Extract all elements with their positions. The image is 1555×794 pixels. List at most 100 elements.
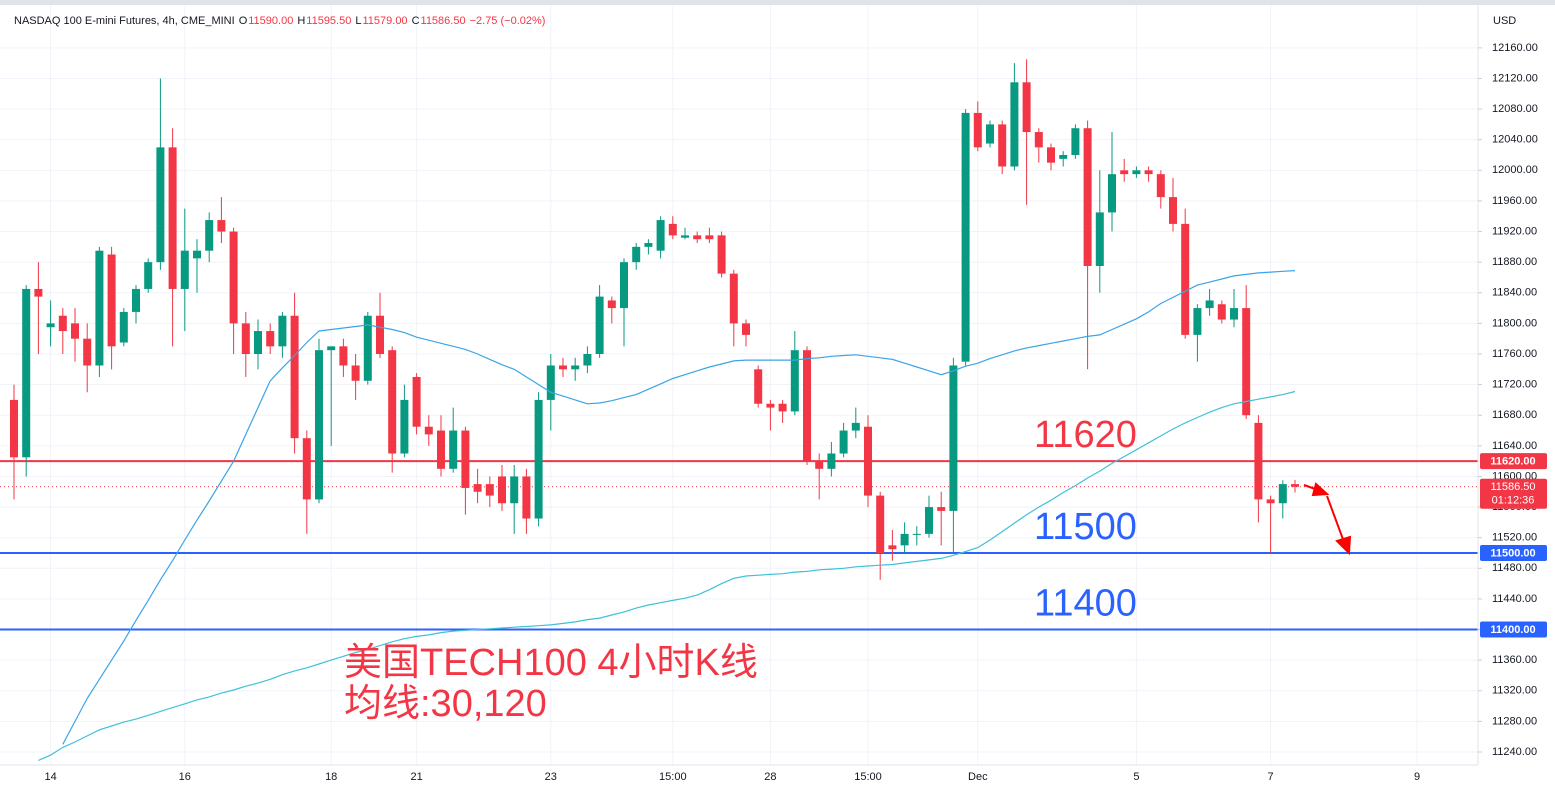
y-tick-label: 12160.00 bbox=[1492, 42, 1538, 54]
candle-body bbox=[1266, 499, 1275, 504]
y-tick-label: 11240.00 bbox=[1492, 746, 1537, 758]
top-border bbox=[0, 0, 1555, 5]
candle-body bbox=[778, 403, 787, 412]
candle-body bbox=[229, 231, 238, 324]
candle-body bbox=[1095, 212, 1104, 266]
price-tag-label: 11620.00 bbox=[1490, 456, 1535, 468]
y-tick-label: 11520.00 bbox=[1492, 532, 1537, 544]
symbol: NASDAQ 100 E-mini Futures, 4h, CME_MINI bbox=[14, 15, 235, 27]
candle-body bbox=[1278, 484, 1287, 504]
candle-body bbox=[1205, 300, 1214, 309]
candle-body bbox=[1120, 170, 1129, 175]
ohlc-high: H 11595.50 bbox=[297, 15, 351, 27]
ohlc-value: 11586.50 bbox=[420, 15, 466, 27]
candle-body bbox=[1059, 155, 1068, 159]
chart-annotation: 均线:30,120 bbox=[344, 683, 547, 725]
y-tick-label: 11960.00 bbox=[1492, 195, 1537, 207]
chart-annotation: 美国TECH100 4小时K线 bbox=[344, 642, 758, 684]
candle-body bbox=[864, 426, 872, 496]
candle-body bbox=[656, 220, 665, 251]
candle-body bbox=[119, 311, 128, 343]
candle-body bbox=[1156, 174, 1165, 198]
candle-body bbox=[71, 323, 79, 339]
candle-body bbox=[388, 350, 397, 454]
candle-body bbox=[620, 262, 628, 309]
candle-body bbox=[217, 220, 226, 232]
candle-body bbox=[10, 399, 18, 458]
candle-body bbox=[986, 124, 994, 144]
y-tick-label: 12040.00 bbox=[1492, 134, 1538, 146]
candle-body bbox=[363, 315, 372, 381]
x-tick-label: 18 bbox=[325, 771, 337, 783]
candle-body bbox=[1217, 304, 1226, 320]
candle-body bbox=[815, 461, 824, 469]
candle-body bbox=[851, 422, 860, 431]
price-tag-label: 11400.00 bbox=[1490, 624, 1535, 636]
candle-body bbox=[754, 369, 763, 404]
y-tick-label: 12000.00 bbox=[1492, 164, 1538, 176]
candle-body bbox=[510, 476, 519, 504]
y-tick-label: 11920.00 bbox=[1492, 225, 1537, 237]
candle-body bbox=[998, 124, 1007, 167]
levels bbox=[0, 460, 1478, 631]
y-tick-label: 11480.00 bbox=[1492, 562, 1537, 574]
price-tag-label: 11586.50 bbox=[1490, 481, 1535, 493]
candle-body bbox=[485, 484, 494, 496]
candle-body bbox=[607, 300, 616, 309]
ohlc-value: 11590.00 bbox=[248, 15, 294, 27]
candle-body bbox=[949, 365, 958, 511]
ohlc-label: C bbox=[411, 15, 420, 27]
legend-header: NASDAQ 100 E-mini Futures, 4h, CME_MINI … bbox=[14, 15, 545, 27]
x-tick-label: 5 bbox=[1133, 771, 1139, 783]
candle-body bbox=[1254, 422, 1263, 500]
ohlc-open: O 11590.00 bbox=[239, 15, 294, 27]
candle-body bbox=[925, 507, 933, 534]
candle-body bbox=[912, 533, 921, 535]
y-tick-label: 11880.00 bbox=[1492, 256, 1537, 268]
candle-body bbox=[266, 331, 275, 347]
candle-body bbox=[973, 112, 982, 148]
candle-body bbox=[1010, 82, 1019, 167]
y-tick-label: 11680.00 bbox=[1492, 409, 1537, 421]
candle-body bbox=[193, 250, 201, 259]
ma-line bbox=[38, 390, 1296, 761]
y-tick-label: 11440.00 bbox=[1492, 593, 1537, 605]
candle-body bbox=[302, 438, 311, 500]
candle-body bbox=[1132, 170, 1141, 175]
candle-body bbox=[327, 346, 336, 351]
ohlc-low: L 11579.00 bbox=[355, 15, 407, 27]
candle-body bbox=[1047, 147, 1055, 163]
candle-body bbox=[498, 476, 506, 504]
candle-body bbox=[937, 507, 946, 511]
x-tick-label: 15:00 bbox=[659, 771, 687, 783]
x-tick-label: 21 bbox=[410, 771, 422, 783]
countdown-label: 01:12:36 bbox=[1492, 495, 1535, 507]
candle-body bbox=[412, 376, 421, 427]
candle-body bbox=[632, 246, 641, 263]
arrow-head bbox=[1335, 535, 1352, 556]
candle-body bbox=[1034, 132, 1043, 148]
candle-body bbox=[803, 350, 811, 462]
y-tick-label: 11360.00 bbox=[1492, 654, 1537, 666]
candle-body bbox=[888, 545, 897, 550]
y-tick-label: 11800.00 bbox=[1492, 317, 1537, 329]
candle-body bbox=[315, 350, 323, 500]
candle-body bbox=[46, 323, 55, 328]
candle-body bbox=[1242, 308, 1251, 416]
candle-body bbox=[1144, 170, 1153, 175]
price-tag-label: 11500.00 bbox=[1490, 547, 1535, 559]
x-tick-label: 9 bbox=[1414, 771, 1420, 783]
x-tick-label: 7 bbox=[1268, 771, 1274, 783]
candle-body bbox=[1193, 308, 1202, 335]
candle-body bbox=[254, 331, 262, 355]
candle-body bbox=[95, 250, 104, 366]
candle-body bbox=[132, 288, 140, 312]
candle-body bbox=[693, 235, 702, 240]
candle-body bbox=[729, 273, 738, 324]
ohlc-label: O bbox=[238, 15, 248, 27]
x-tick-label: Dec bbox=[968, 771, 988, 783]
arrow-seg bbox=[1326, 495, 1345, 543]
candle-body bbox=[449, 430, 458, 469]
candle-body bbox=[1230, 308, 1238, 320]
